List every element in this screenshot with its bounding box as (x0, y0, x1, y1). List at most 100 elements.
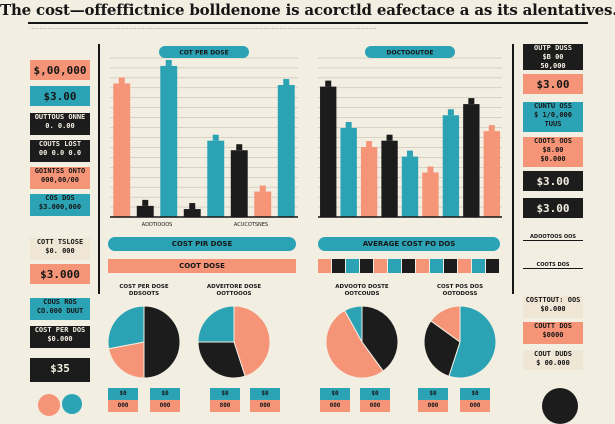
mid-chip (430, 259, 443, 273)
bar (277, 85, 295, 217)
left-stat-text: COUS ROS (43, 298, 77, 306)
bar (113, 83, 131, 217)
cost-per-dose-label: COST PIR DOSE (108, 237, 296, 251)
bar (442, 115, 460, 217)
pie-slice (448, 305, 497, 379)
bar-cap (283, 79, 290, 86)
chart-title-pill (365, 46, 455, 58)
pie-slice (108, 341, 145, 379)
bar (422, 172, 439, 217)
left-stat-text: COTT TSLOSE (36, 238, 84, 246)
cost-dose-label: COOT DOSE (108, 259, 296, 273)
pie-slice (361, 305, 399, 372)
bar-cap (325, 80, 332, 87)
bar (254, 191, 272, 217)
left-stat-text: 0. 0.00 (45, 122, 75, 130)
bottom-chip: $0 (460, 388, 490, 400)
bottom-chip: 000 (418, 400, 448, 412)
right-stat-card: COUTT DOS $0000 (523, 322, 583, 344)
bottom-right-circle-dark (542, 388, 578, 424)
pie-title: OOTODOSS (443, 291, 478, 297)
bottom-chip: 800 (210, 400, 240, 412)
right-stat-card: $3.00 (523, 198, 583, 218)
bar-chart-cost-per-dose: COT PER DOSE ADDTIOOOS ACUCOTSNES (110, 46, 298, 228)
bar-cap (427, 166, 434, 173)
bottom-chip: 000 (250, 400, 280, 412)
right-stat-card: COSTTOUT: OOS $0.000 (523, 296, 583, 318)
bar-cap (386, 134, 393, 141)
right-stat-text: $ 1/0,000 (534, 111, 572, 119)
mid-chip (444, 259, 457, 273)
bottom-chip: $0 (418, 388, 448, 400)
bar (381, 140, 398, 217)
mid-chip (388, 259, 401, 273)
right-stat-text: TUUS (544, 120, 562, 128)
bar-cap (468, 98, 475, 105)
bar (160, 65, 178, 217)
pie-slice (197, 305, 235, 343)
bottom-chip: 000 (360, 400, 390, 412)
bar-cap (118, 77, 125, 84)
left-divider (98, 44, 100, 294)
mid-chip (360, 259, 373, 273)
bottom-chip: 000 (108, 400, 138, 412)
right-stat-text: COSTTOUT: OOS (525, 296, 581, 304)
left-stat-text: CO.000 DUUT (36, 307, 84, 315)
fine-print-top: ........................................… (30, 25, 377, 31)
bar-cap (142, 199, 149, 206)
right-small-label: COOTS DOS (523, 262, 583, 269)
left-stat-card: OUTTOUS ONNE 0. 0.00 (30, 113, 90, 135)
bar (340, 127, 357, 217)
pie-slice (143, 305, 181, 379)
bar (463, 104, 480, 217)
bottom-chip: $0 (320, 388, 350, 400)
right-stat-text: COOTS OOS (534, 137, 572, 145)
bottom-chip: $0 (108, 388, 138, 400)
left-stat-text: $35 (50, 362, 70, 375)
mid-chip (486, 259, 499, 273)
bar-cap (165, 59, 172, 66)
bar-cap (345, 121, 352, 128)
right-stat-card: $3.00 (523, 74, 583, 94)
left-stat-text: COUTS LOST (38, 140, 82, 148)
pie-title: ADVOOTO DOSTE (335, 284, 389, 290)
left-stat-card: COUTS LOST 00 0.0 0.0 (30, 140, 90, 162)
right-stat-text: $0000 (542, 331, 564, 339)
bar-cap (259, 185, 266, 192)
right-stat-card: CUNTU OSS $ 1/0,000 TUUS (523, 102, 583, 132)
right-stat-text: COUTT DOS (534, 322, 572, 330)
bar-cap (407, 150, 413, 157)
mid-chip (416, 259, 429, 273)
bottom-chip: $0 (150, 388, 180, 400)
left-stat-text: OUTTOUS ONNE (34, 113, 86, 121)
left-stat-card: COST PER DOS $0.000 (30, 326, 90, 348)
bar-cap (212, 134, 219, 141)
bar (483, 131, 500, 217)
left-stat-text: $0. 000 (45, 247, 75, 255)
bar (136, 205, 154, 217)
left-stat-card: $3.000 (30, 264, 90, 284)
bottom-chip: 000 (460, 400, 490, 412)
pie-slice (197, 341, 246, 379)
chart-title: COT PER DOSE (179, 50, 228, 57)
right-stat-card: COOTS OOS $8.00 $0.000 (523, 137, 583, 167)
left-stat-card: $3.00 (30, 86, 90, 106)
right-stat-text: COUT DUDS (534, 350, 572, 358)
left-stat-text: COS DOS (45, 194, 75, 202)
bar (320, 86, 337, 217)
left-stat-card: COUS ROS CO.000 DUUT (30, 298, 90, 320)
right-stat-card: OUTP DUSS $B 00 50,000 (523, 44, 583, 70)
chart-title: DOCTOOUTOE (387, 50, 434, 57)
left-stat-text: $3.00 (43, 90, 77, 103)
bar-cap (189, 203, 196, 210)
bar-cap (447, 109, 454, 116)
bottom-chip: $0 (210, 388, 240, 400)
right-small-label: ADOOTOOS OOS (523, 234, 583, 241)
left-stat-card: GOINTSS ONTO 000,00/00 (30, 167, 90, 189)
average-cost-label: AVERAGE COST PO DOS (318, 237, 500, 251)
pie-title: OOTTOOOS (217, 291, 252, 297)
left-stat-text: 00 0.0 0.0 (38, 149, 82, 157)
right-stat-text: $B 00 (542, 53, 564, 61)
bottom-chip: 000 (150, 400, 180, 412)
